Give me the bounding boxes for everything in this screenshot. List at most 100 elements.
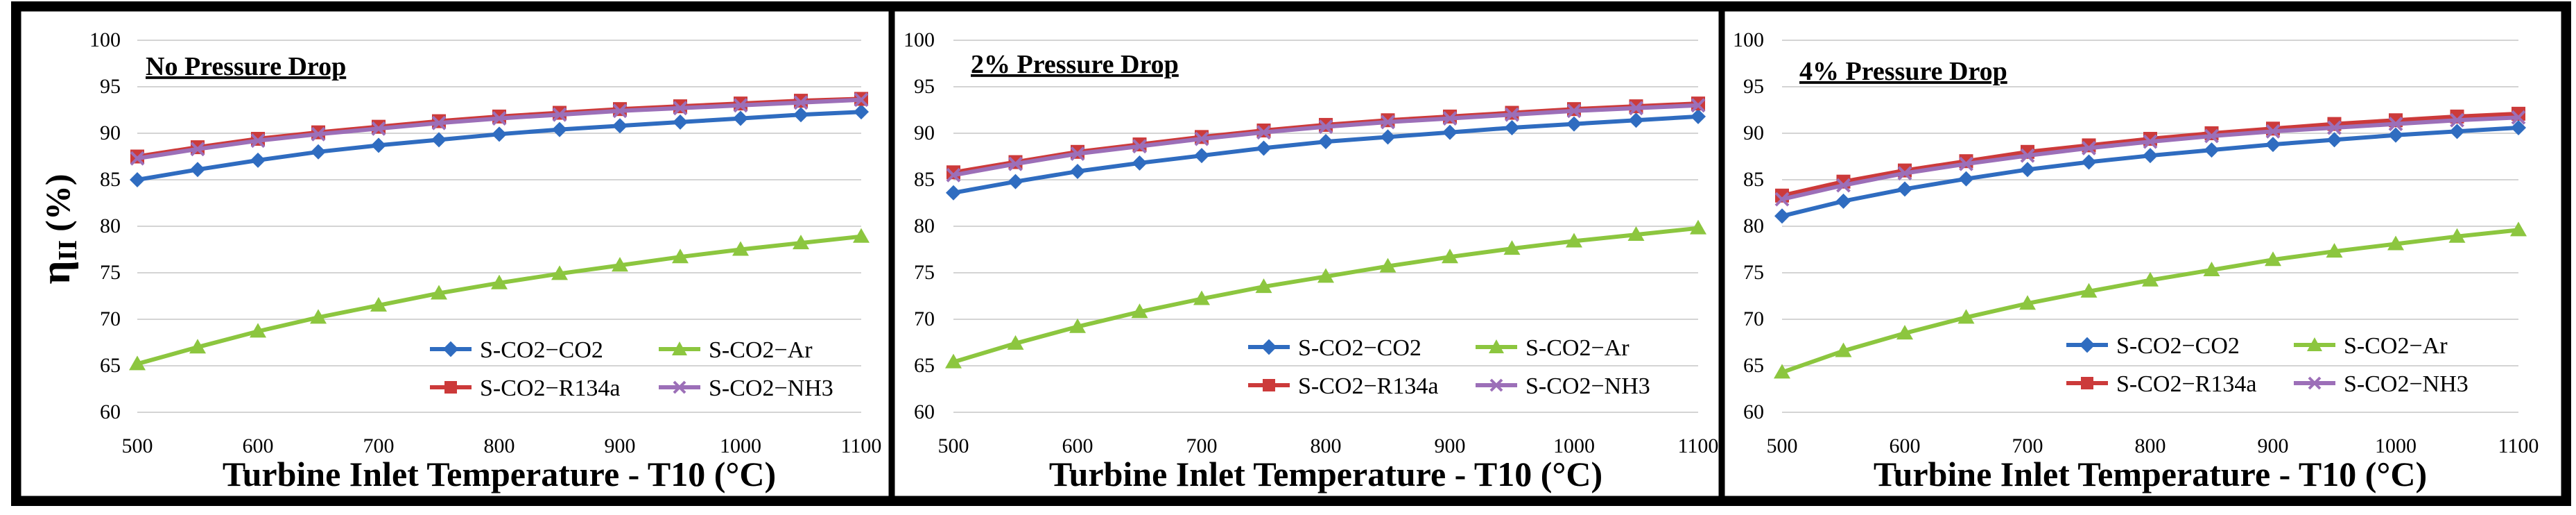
data-point-co2 [946,185,961,201]
panel-3-ytick: 85 [1743,168,1764,191]
data-point-nh3 [854,92,869,108]
panel-1-xtick: 900 [605,434,636,457]
panel-3-border [1721,8,2565,500]
data-point-co2 [1194,148,1209,164]
panel-3-x-axis-title: Turbine Inlet Temperature - T10 (°C) [1874,455,2427,493]
panel-2-border [891,8,1722,500]
data-point-co2 [2326,132,2342,148]
panel-2-ytick: 65 [914,354,935,377]
data-point-co2 [733,110,748,126]
legend-entry-co2: S-CO2−CO2 [430,337,603,363]
data-point-ar [1627,226,1645,242]
data-point-nh3 [1256,125,1271,140]
panel-2-ytick: 95 [914,75,935,98]
data-point-co2 [1897,181,1912,197]
data-point-co2 [1691,108,1706,124]
data-point-ar [945,353,962,369]
panel-3-ytick: 70 [1743,307,1764,330]
data-point-nh3 [1442,111,1458,126]
panel-2-legend: S-CO2−CO2 S-CO2−Ar S-CO2−R134a S-CO2−NH3 [1248,335,1650,399]
data-point-nh3 [612,103,628,119]
data-point-nh3 [1774,192,1790,207]
panel-4-percent-pressure-drop: 100 95 90 85 80 75 70 65 60 500 600 700 … [1721,8,2565,500]
panel-2-title: 2% Pressure Drop [971,50,1179,79]
data-point-co2 [854,104,869,120]
data-point-co2 [371,137,386,153]
data-point-co2 [2143,148,2158,164]
legend-entry-r134a: S-CO2−R134a [430,375,620,401]
panel-3-series [1774,106,2527,379]
data-point-nh3 [1629,101,1643,116]
legend-entry-ar: S-CO2−Ar [2294,333,2448,359]
data-point-ar [431,285,447,300]
legend-entry-co2: S-CO2−CO2 [2066,333,2240,359]
data-point-ar [2387,235,2404,251]
legend-entry-ar: S-CO2−Ar [1476,335,1630,361]
data-point-co2 [1774,208,1790,224]
data-point-ar [612,257,628,272]
panel-1-xtick: 600 [243,434,274,457]
data-point-ar [370,296,387,312]
data-point-ar [2080,282,2098,298]
data-point-nh3 [2327,120,2342,135]
data-point-co2 [1380,129,1396,145]
data-point-ar [1503,240,1521,255]
panel-3-ytick: 90 [1743,121,1764,144]
legend-label-r134a: S-CO2−R134a [1298,373,1438,399]
legend-marker-co2 [2079,337,2095,353]
panel-1-ytick: 95 [100,75,121,98]
data-point-ar [2019,295,2036,310]
data-point-nh3 [2388,117,2403,132]
panel-1-ytick: 90 [100,121,121,144]
legend-entry-nh3: S-CO2−NH3 [659,375,833,401]
data-point-co2 [311,144,326,160]
panel-2-ytick: 60 [914,400,935,423]
data-point-co2 [1070,163,1085,179]
data-point-co2 [1835,193,1851,209]
panel-2-yticks: 100 95 90 85 80 75 70 65 60 [904,28,935,423]
data-point-ar [1690,219,1706,235]
data-point-ar [551,265,568,280]
data-point-ar [1255,278,1272,294]
data-point-ar [853,228,870,243]
data-point-ar [250,323,266,338]
data-point-ar [672,248,689,264]
panel-2-series [945,96,1706,369]
legend-marker-r134a [1263,379,1275,391]
data-point-nh3 [2204,128,2219,144]
data-point-nh3 [1070,146,1085,161]
legend-label-nh3: S-CO2−NH3 [2344,371,2469,397]
data-point-co2 [2020,162,2035,178]
panel-no-pressure-drop: 100 95 90 85 80 75 70 65 60 500 600 700 … [17,8,892,500]
data-point-ar [2326,243,2343,258]
panel-3-xtick: 1000 [2375,434,2417,457]
data-point-co2 [1628,112,1644,128]
legend-label-ar: S-CO2−Ar [709,337,813,363]
data-point-nh3 [2020,148,2035,163]
data-point-co2 [612,118,628,134]
data-point-nh3 [2082,141,2096,155]
data-point-ar [1566,233,1582,248]
data-point-nh3 [1897,166,1912,181]
data-point-co2 [130,172,145,187]
panel-2-grid [953,40,1698,413]
legend-marker-ar [1489,339,1504,353]
legend-marker-ar [672,341,687,355]
panel-1-x-axis-title: Turbine Inlet Temperature - T10 (°C) [223,455,776,493]
panel-1-xtick: 700 [363,434,395,457]
data-point-ar [1379,258,1397,273]
data-point-nh3 [431,115,447,130]
legend-label-ar: S-CO2−Ar [2344,333,2448,359]
panel-3-xtick: 700 [2012,434,2043,457]
panel-3-title: 4% Pressure Drop [1799,57,2007,86]
legend-entry-co2: S-CO2−CO2 [1248,335,1421,361]
panel-1-ytick: 70 [100,307,121,330]
data-point-nh3 [1566,103,1582,119]
panel-3-xtick: 900 [2258,434,2289,457]
data-point-co2 [2081,154,2097,170]
legend-label-co2: S-CO2−CO2 [2116,333,2240,359]
data-point-co2 [492,126,507,142]
data-point-nh3 [371,121,386,136]
data-point-co2 [793,107,809,123]
panel-2-x-axis-title: Turbine Inlet Temperature - T10 (°C) [1049,455,1602,493]
